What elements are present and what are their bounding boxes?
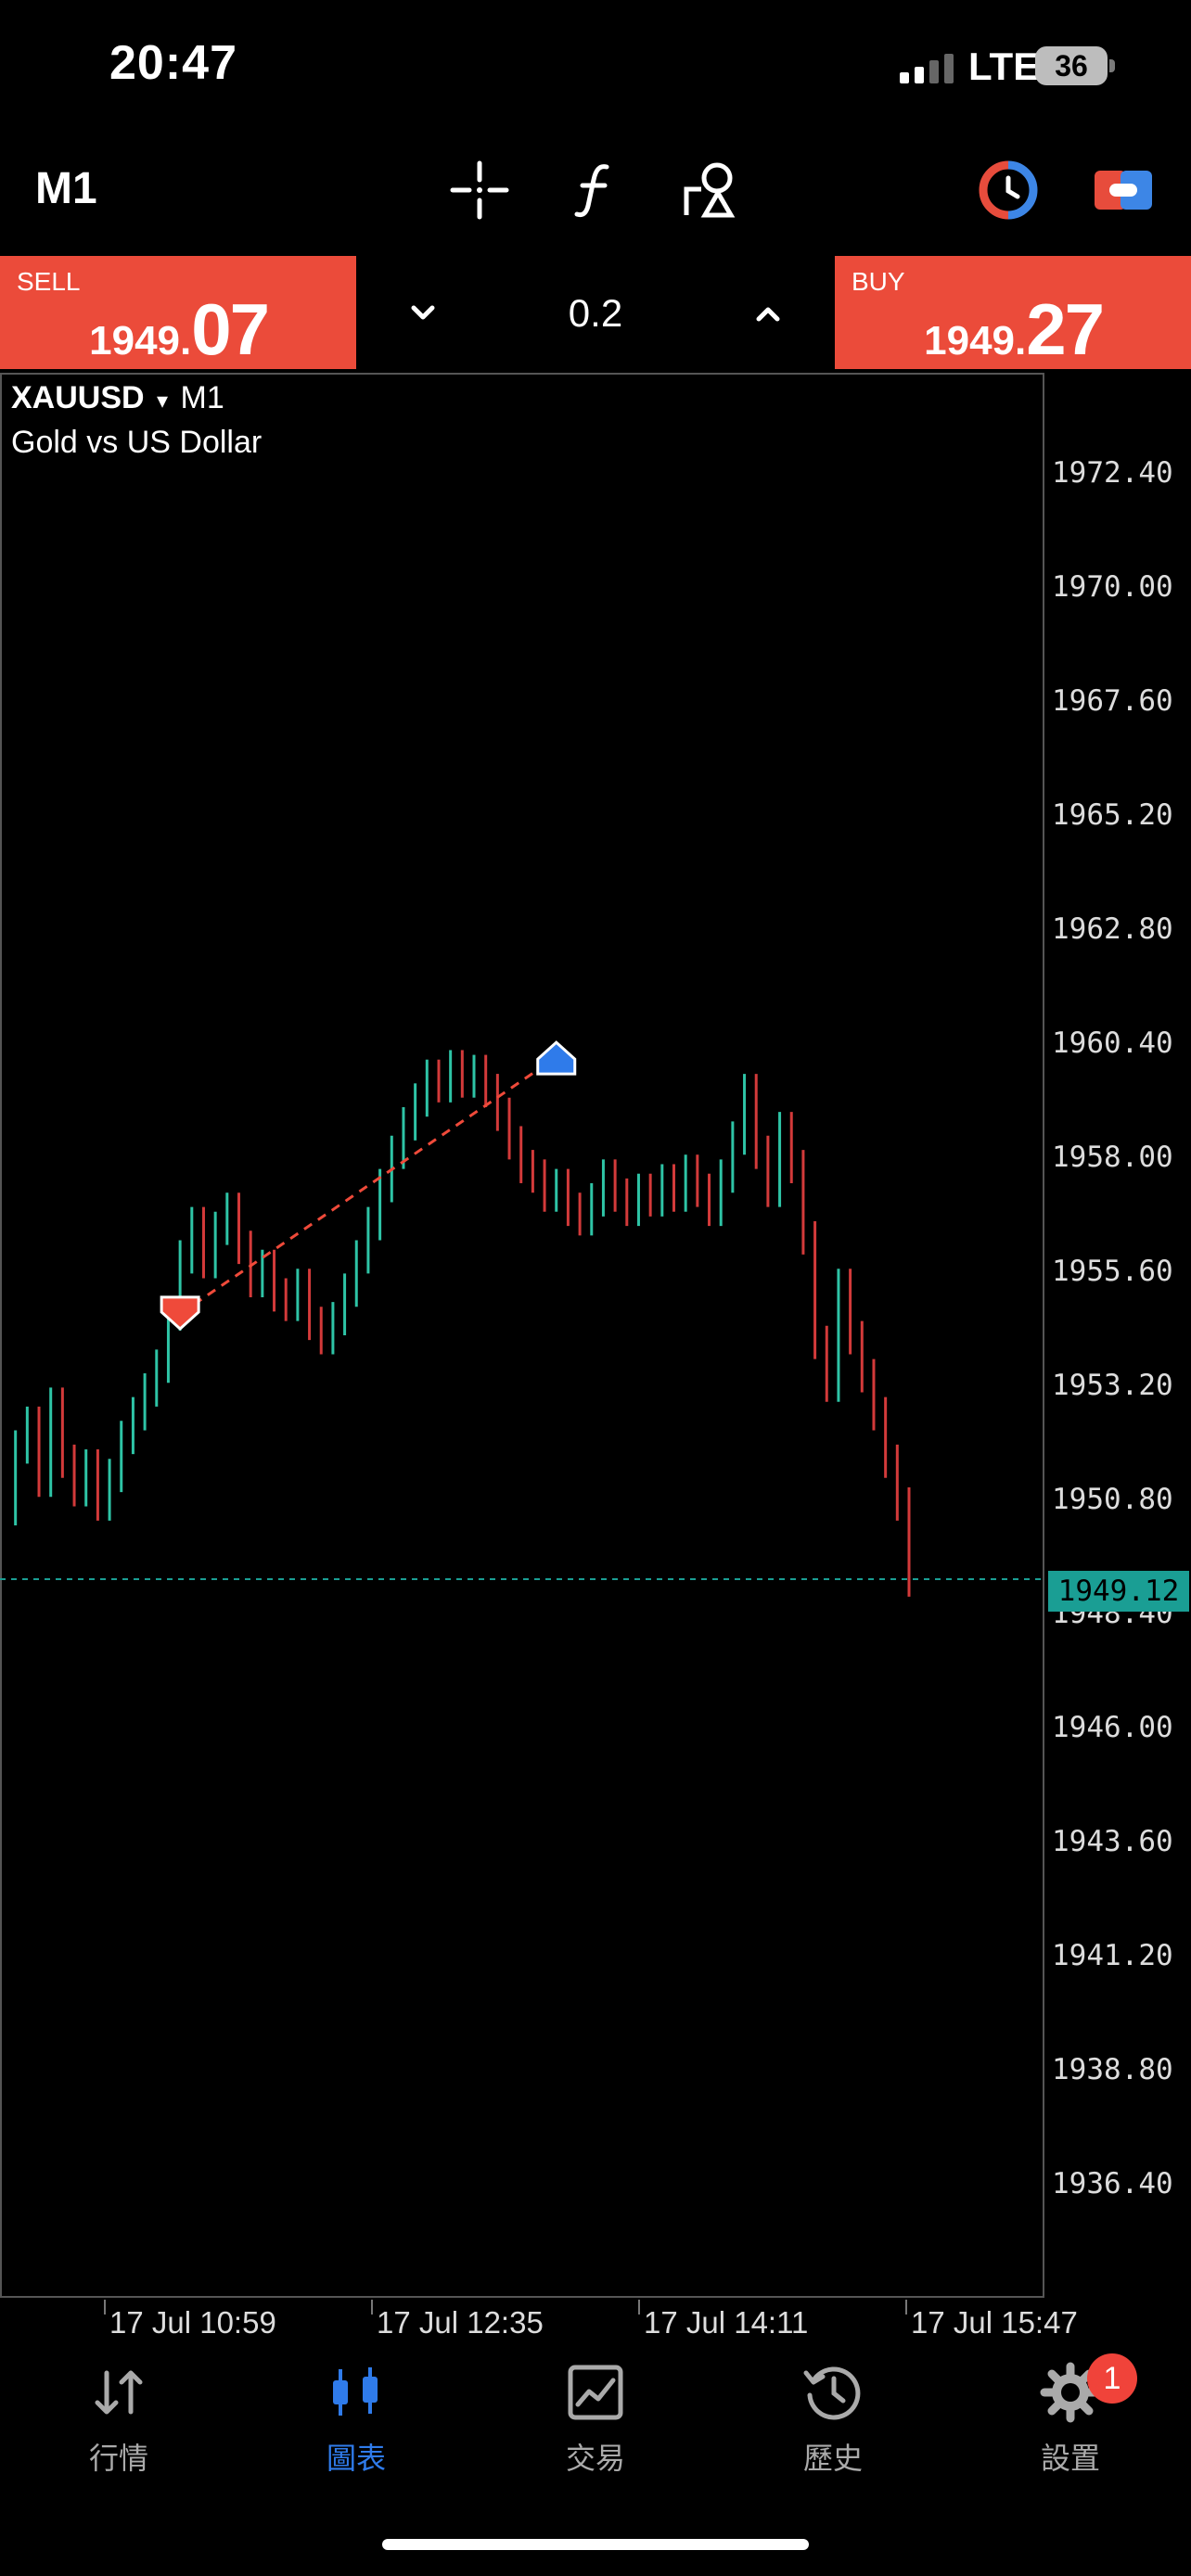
price-axis-label: 1970.00 xyxy=(1052,569,1173,604)
time-tick xyxy=(905,2300,907,2315)
home-indicator xyxy=(382,2539,809,2550)
nav-label: 行情 xyxy=(88,2442,148,2475)
battery-cap xyxy=(1109,59,1115,72)
one-click-trading-icon[interactable] xyxy=(976,158,1041,223)
crosshair-icon[interactable] xyxy=(447,158,512,223)
symbol-description: Gold vs US Dollar xyxy=(11,425,263,460)
time-label: 17 Jul 10:59 xyxy=(109,2305,276,2340)
price-axis-label: 1950.80 xyxy=(1052,1482,1173,1516)
symbol-timeframe: M1 xyxy=(180,380,224,415)
quotes-arrows-icon xyxy=(95,2370,143,2415)
price-axis-label: 1938.80 xyxy=(1052,2052,1173,2086)
sell-marker-icon xyxy=(160,1295,200,1331)
battery-level: 36 xyxy=(1055,49,1088,83)
time-label: 17 Jul 12:35 xyxy=(377,2305,544,2340)
chart-candles-icon xyxy=(333,2367,378,2416)
nav-quotes[interactable]: 行情 xyxy=(54,2360,184,2478)
time-tick xyxy=(104,2300,106,2315)
symbol-name: XAUUSD xyxy=(11,380,145,415)
time-label: 17 Jul 15:47 xyxy=(911,2305,1078,2340)
buy-price-main: 1949. xyxy=(924,318,1027,363)
nav-history[interactable]: 歷史 xyxy=(768,2360,898,2478)
buy-marker-icon xyxy=(536,1040,577,1076)
status-time: 20:47 xyxy=(109,36,237,90)
time-tick xyxy=(638,2300,640,2315)
sell-price: 1949.07 xyxy=(89,287,270,372)
symbol-dropdown-icon: ▾ xyxy=(157,389,169,414)
price-axis-label: 1960.40 xyxy=(1052,1026,1173,1060)
nav-settings[interactable]: 設置 xyxy=(1005,2360,1135,2478)
buy-price: 1949.27 xyxy=(924,287,1105,372)
indicators-function-icon[interactable] xyxy=(562,158,627,223)
price-axis-label: 1946.00 xyxy=(1052,1710,1173,1744)
time-label: 17 Jul 14:11 xyxy=(644,2305,809,2340)
sell-price-main: 1949. xyxy=(89,318,192,363)
price-axis-label: 1936.40 xyxy=(1052,2166,1173,2200)
volume-increase-icon[interactable] xyxy=(740,286,796,341)
volume-decrease-icon[interactable] xyxy=(395,286,451,341)
price-chart[interactable] xyxy=(0,373,1044,2298)
price-axis-label: 1962.80 xyxy=(1052,912,1173,946)
price-axis-label: 1958.00 xyxy=(1052,1140,1173,1174)
price-axis-label: 1972.40 xyxy=(1052,455,1173,490)
buy-label: BUY xyxy=(852,267,905,296)
sell-label: SELL xyxy=(17,267,81,296)
nav-trade[interactable]: 交易 xyxy=(531,2360,660,2478)
history-clock-icon xyxy=(803,2366,861,2420)
nav-label: 設置 xyxy=(1040,2442,1100,2475)
time-tick xyxy=(371,2300,373,2315)
sell-price-pips: 07 xyxy=(191,288,270,370)
price-axis-label: 1955.60 xyxy=(1052,1254,1173,1288)
price-axis-label: 1953.20 xyxy=(1052,1368,1173,1402)
chart-area[interactable] xyxy=(0,373,1044,2298)
buy-button[interactable]: BUY 1949.27 xyxy=(835,256,1191,372)
price-axis-label: 1941.20 xyxy=(1052,1938,1173,1972)
nav-label: 交易 xyxy=(565,2442,625,2475)
cellular-signal-icon xyxy=(900,54,954,83)
trade-connector-line xyxy=(179,1055,557,1316)
sell-button[interactable]: SELL 1949.07 xyxy=(0,256,356,372)
volume-value[interactable]: 0.2 xyxy=(568,291,623,335)
volume-control: 0.2 xyxy=(358,256,833,369)
settings-gear-icon xyxy=(1040,2362,1101,2423)
price-axis-label: 1965.20 xyxy=(1052,797,1173,832)
network-type: LTE xyxy=(968,45,1040,88)
notification-badge: 1 xyxy=(1087,2353,1137,2404)
trade-toggle-icon[interactable] xyxy=(1091,158,1156,223)
nav-chart[interactable]: 圖表 xyxy=(291,2360,421,2478)
current-price-label: 1949.12 xyxy=(1048,1571,1189,1612)
battery-icon xyxy=(1035,46,1108,85)
nav-label: 圖表 xyxy=(326,2442,386,2475)
nav-label: 歷史 xyxy=(802,2442,863,2475)
price-axis-label: 1943.60 xyxy=(1052,1824,1173,1858)
trade-line-icon xyxy=(568,2365,623,2420)
buy-price-pips: 27 xyxy=(1026,288,1105,370)
price-axis-label: 1967.60 xyxy=(1052,683,1173,718)
timeframe-button[interactable]: M1 xyxy=(35,164,97,213)
chart-symbol[interactable]: XAUUSD ▾ M1 xyxy=(11,380,224,416)
objects-shapes-icon[interactable] xyxy=(677,158,742,223)
